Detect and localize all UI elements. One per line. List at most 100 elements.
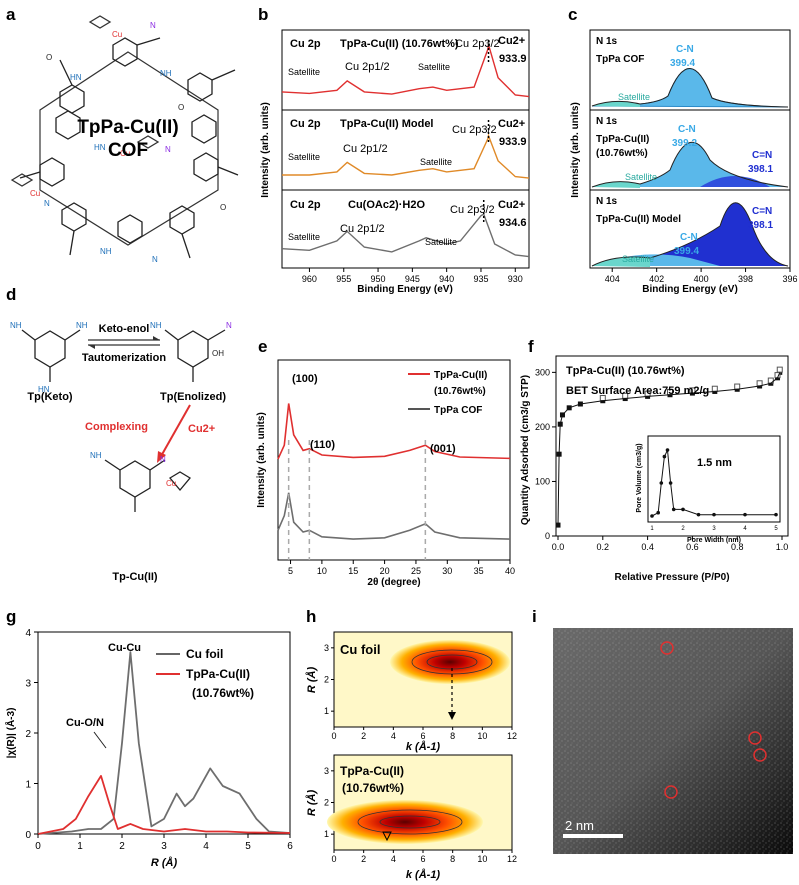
b3-p12: Cu 2p1/2 (340, 223, 385, 235)
f-inset-point (681, 507, 685, 512)
f-desorption-point (711, 385, 718, 392)
cu-ion-label: Cu2+ (188, 423, 215, 435)
panel-b-chart: 960 955 950 945 940 935 930 (281, 29, 530, 284)
panel-letter-g: g (6, 607, 16, 626)
f-inset-point (659, 481, 664, 485)
h-xtick-label: 8 (450, 854, 455, 864)
c3-cn-value: 399.4 (674, 246, 699, 257)
f-inset-point (712, 512, 716, 517)
panel-e-xlabel: 2θ (degree) (367, 577, 420, 588)
g-xtick-label: 0 (35, 841, 41, 852)
c2-cn-label: C-N (678, 124, 696, 135)
panel-letter-c: c (568, 5, 577, 24)
panel-f-frame (555, 355, 789, 537)
panel-letter-b: b (258, 5, 268, 24)
h-bottom-label1: TpPa-Cu(II) (340, 764, 404, 778)
f-bet: BET Surface Area:759 m2/g (566, 385, 709, 397)
complexing-label: Complexing (85, 421, 148, 433)
b1-p12: Cu 2p1/2 (345, 61, 390, 73)
panel-g-chart: 0 1 2 3 4 5 6 0 1 2 3 4 (25, 628, 293, 852)
svg-text:NH: NH (76, 321, 88, 330)
g-cuon-pointer (93, 731, 107, 749)
keto-enol-label: Keto-enol (99, 323, 150, 335)
cof-title-line1: TpPa-Cu(II) (77, 117, 178, 138)
tp-keto-label: Tp(Keto) (27, 391, 73, 403)
c-xtick-label: 396 (782, 274, 797, 284)
panel-b-ylabel: Intensity (arb. units) (260, 102, 271, 198)
e-peak-100: (100) (292, 373, 318, 385)
panel-e-frame (277, 359, 511, 561)
g-ytick-label: 4 (25, 628, 31, 639)
f-desorption-point (734, 383, 741, 390)
e-legend-1: TpPa-Cu(II) (434, 370, 487, 381)
e-legend-2: TpPa COF (434, 405, 482, 416)
tp-keto-ring (34, 330, 66, 368)
panel-e-xticks: 5 10 15 20 25 30 35 40 (288, 560, 515, 576)
panel-letter-d: d (6, 285, 16, 304)
f-inset-xtick-label: 5 (774, 526, 778, 532)
single-atom-marker (748, 731, 762, 745)
h-xtick-label: 6 (420, 854, 425, 864)
h-xtick-label: 12 (507, 731, 517, 741)
b2-p12: Cu 2p1/2 (343, 143, 388, 155)
g-ytick-label: 2 (25, 729, 31, 740)
b2-p32: Cu 2p3/2 (452, 124, 497, 136)
ring-3 (187, 72, 213, 102)
h-xtick-label: 4 (391, 854, 396, 864)
c3-satellite: Satellite (622, 254, 654, 264)
c2-cdn-label: C=N (752, 150, 772, 161)
panel-b-xlabel: Binding Energy (eV) (357, 284, 453, 295)
b3-ion: Cu2+ (498, 199, 525, 211)
panel-letter-i: i (532, 607, 537, 626)
panel-letter-f: f (528, 337, 534, 356)
e-peak-110: (110) (310, 439, 335, 451)
c2-name: TpPa-Cu(II) (596, 134, 649, 145)
svg-text:N: N (44, 199, 50, 208)
panel-d-scheme (21, 329, 226, 512)
e-xtick-label: 25 (411, 566, 421, 576)
f-inset-series: 1 2 3 4 5 (650, 448, 778, 532)
c2-satellite-peak (592, 181, 640, 188)
f-title: TpPa-Cu(II) (10.76wt%) (566, 365, 685, 377)
c2-cdn-peak (700, 176, 770, 187)
b1-ion: Cu2+ (498, 35, 525, 47)
e-peak-001: (001) (430, 443, 456, 455)
g-xtick-label: 4 (203, 841, 209, 852)
c2-envelope (591, 141, 789, 188)
panel-c-ylabel: Intensity (arb. units) (570, 102, 581, 198)
scale-label: 2 nm (565, 818, 594, 833)
b-xtick-label: 955 (336, 274, 351, 284)
panel-e-chart: 5 10 15 20 25 30 35 40 (277, 359, 515, 576)
acetate-d (169, 471, 191, 492)
b1-sat1: Satellite (288, 67, 320, 77)
e-series-2 (277, 492, 511, 540)
h-xtick-label: 2 (361, 854, 366, 864)
f-xtick-label: 1.0 (776, 542, 789, 552)
acetate-3 (10, 173, 34, 187)
panel-b-frame (281, 29, 530, 269)
panel-a-structure (10, 15, 239, 259)
f-xtick-label: 0.8 (731, 542, 744, 552)
panel-g-ylabel: |χ(R)| (Å-3) (4, 708, 17, 759)
f-inset-peak: 1.5 nm (697, 457, 732, 469)
ring-6 (193, 152, 219, 182)
f-inset-point (656, 510, 660, 515)
f-inset-point (650, 514, 654, 518)
single-atom-marker (660, 641, 674, 655)
panel-f-chart: 0.0 0.2 0.4 0.6 0.8 1.0 0 100 200 300 1 2 3 4 5 (535, 355, 789, 552)
panel-b-xticks: 960 955 950 945 940 935 930 (302, 268, 523, 284)
g-xtick-label: 3 (161, 841, 167, 852)
f-inset-point (671, 507, 676, 512)
g-xtick-label: 6 (287, 841, 293, 852)
h-ytick-label: 2 (324, 798, 329, 808)
c2-tag: N 1s (596, 116, 618, 127)
svg-text:NH: NH (100, 247, 112, 256)
panel-b-series (281, 40, 530, 258)
g-ytick-label: 1 (25, 780, 31, 791)
c1-name: TpPa COF (596, 54, 644, 65)
panel-g-series (37, 651, 291, 835)
h-xtick-label: 4 (391, 731, 396, 741)
svg-text:N: N (165, 145, 171, 154)
